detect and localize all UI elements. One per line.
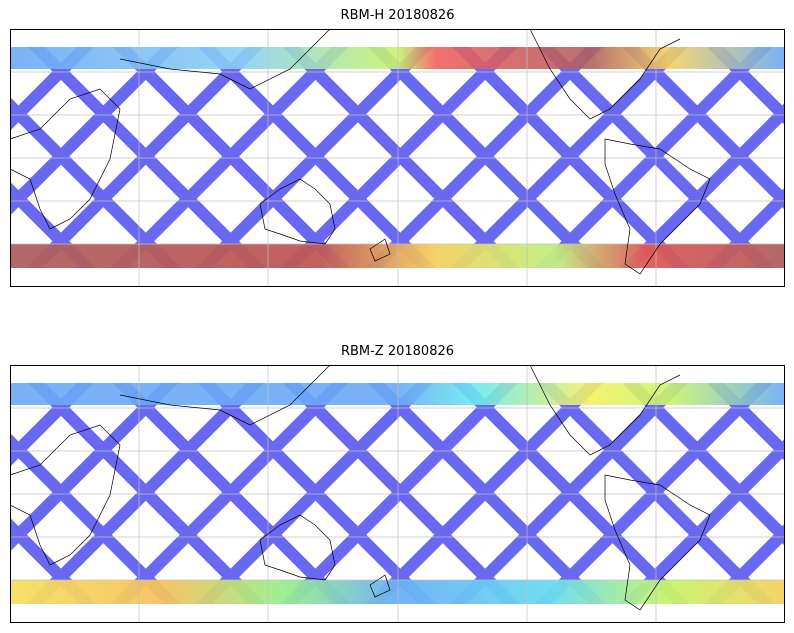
north-band: [10, 383, 785, 405]
map-title-rbm-z: RBM-Z 20180826: [340, 344, 455, 359]
map-title-rbm-h: RBM-H 20180826: [340, 8, 455, 23]
map-panel-rbm-h: [10, 29, 785, 287]
map-rbm-h: [10, 29, 785, 287]
map-panel-rbm-z: [10, 365, 785, 623]
map-frame: [10, 365, 785, 623]
map-rbm-z: [10, 365, 785, 623]
coastlines: [10, 29, 711, 275]
south-band: [10, 580, 785, 604]
south-band: [10, 244, 785, 268]
coastlines: [10, 365, 711, 611]
gridlines: [10, 365, 785, 623]
north-band: [10, 47, 785, 69]
map-frame: [10, 29, 785, 287]
gridlines: [10, 29, 785, 287]
